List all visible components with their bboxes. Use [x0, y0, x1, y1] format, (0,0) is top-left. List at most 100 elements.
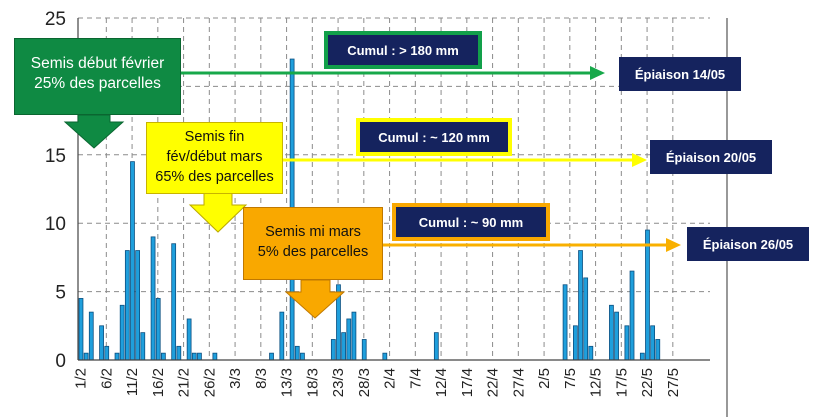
orange-arrow [383, 238, 681, 252]
sowing-late-feb-line-1: Semis fin [184, 129, 245, 145]
x-tick-labels: 1/2 6/2 11/2 16/2 21/2 26/2 3/3 8/3 13/3 18/3 23/3… [73, 368, 682, 397]
x-tick-label: 11/2 [124, 368, 141, 396]
rain-bar [351, 311, 357, 361]
cumul-label-orange: Cumul : ~ 90 mm [418, 214, 524, 230]
x-tick-label: 23/3 [330, 368, 347, 397]
sowing-late-feb-line-3: 65% des parcelles [155, 169, 274, 185]
x-tick-label: 12/4 [433, 368, 450, 397]
yellow-callout-pointer [188, 192, 248, 233]
rain-bar [135, 250, 140, 361]
x-tick-label: 2/4 [382, 368, 399, 389]
sowing-early-feb-box: Semis début février 25% des parcelles [14, 38, 181, 115]
cumul-label-green: Cumul : > 180 mm [347, 42, 459, 58]
rain-bar [88, 311, 94, 361]
yellow-arrow [282, 153, 647, 167]
rain-bar [99, 325, 104, 361]
heading-date-box-1: Épiaison 14/05 [619, 57, 741, 91]
heading-date-label-2: Épiaison 20/05 [665, 149, 757, 165]
rain-bar [655, 339, 661, 361]
rain-bar [650, 325, 656, 361]
rain-bar [150, 236, 156, 361]
sowing-early-feb-line-1: Semis début février [30, 55, 165, 72]
rain-bar [614, 311, 619, 361]
y-tick-label: 25 [45, 9, 66, 30]
rain-bar [155, 298, 161, 361]
rain-bar [573, 325, 578, 361]
x-tick-label: 27/4 [510, 368, 527, 397]
y-tick-label: 5 [55, 283, 66, 304]
rain-bar [330, 339, 336, 361]
x-tick-label: 22/5 [639, 368, 656, 397]
rain-bar [341, 332, 346, 361]
rain-bar [104, 345, 110, 361]
rain-bar [578, 250, 583, 361]
rain-bar [83, 352, 89, 361]
rain-bar [588, 345, 594, 361]
rain-bar [160, 352, 166, 361]
sowing-late-feb-box: Semis fin fév/début mars 65% des parcell… [146, 122, 283, 194]
x-tick-label: 8/3 [253, 368, 270, 389]
cumul-box-orange: Cumul : ~ 90 mm [392, 203, 550, 241]
sowing-mid-mar-box: Semis mi mars 5% des parcelles [243, 207, 383, 280]
rain-bar [624, 325, 630, 361]
rain-bar [176, 345, 182, 361]
y-tick-label: 15 [45, 146, 66, 167]
green-arrow [181, 66, 605, 80]
rain-bar [382, 352, 388, 361]
rain-bar [300, 352, 305, 361]
cumul-box-yellow: Cumul : ~ 120 mm [356, 118, 512, 156]
x-tick-label: 6/2 [98, 368, 115, 389]
x-tick-label: 2/5 [536, 368, 553, 389]
rain-bar [361, 339, 367, 361]
rain-bar [114, 352, 120, 361]
rain-bar [269, 352, 274, 361]
rain-bar [294, 345, 300, 361]
orange-callout-pointer [284, 279, 346, 319]
rain-bar [645, 229, 650, 361]
x-tick-label: 22/4 [485, 368, 502, 397]
x-tick-label: 7/4 [407, 368, 424, 389]
rain-bar [639, 352, 645, 361]
cumul-box-green: Cumul : > 180 mm [324, 31, 482, 69]
y-tick-label: 10 [45, 214, 66, 235]
x-tick-label: 17/4 [459, 368, 476, 397]
rain-bar [119, 304, 125, 361]
rain-bar [171, 243, 177, 361]
heading-date-box-3: Épiaison 26/05 [687, 227, 809, 261]
rain-bar [186, 318, 192, 361]
x-tick-label: 13/3 [279, 368, 296, 397]
rain-bar [124, 250, 130, 361]
rain-bar [433, 332, 439, 361]
rain-bar [629, 270, 635, 361]
rain-bar [583, 277, 589, 361]
x-tick-label: 12/5 [588, 368, 605, 397]
rain-bar [197, 352, 202, 361]
rain-bar [78, 298, 84, 361]
rain-bar [609, 304, 614, 361]
sowing-mid-mar-line-1: Semis mi mars [265, 224, 361, 240]
heading-date-box-2: Épiaison 20/05 [650, 140, 772, 174]
rain-bar [346, 318, 352, 361]
rain-bar [279, 311, 285, 361]
x-tick-label: 7/5 [562, 368, 579, 389]
sowing-mid-mar-line-2: 5% des parcelles [257, 244, 369, 260]
heading-date-label-1: Épiaison 14/05 [634, 66, 726, 82]
x-tick-label: 16/2 [150, 368, 167, 397]
green-callout-pointer [63, 114, 125, 149]
sowing-early-feb-line-2: 25% des parcelles [34, 75, 161, 92]
heading-date-label-3: Épiaison 26/05 [702, 236, 794, 252]
x-tick-label: 3/3 [227, 368, 244, 389]
rain-bar [130, 161, 135, 361]
sowing-late-feb-line-2: fév/début mars [166, 149, 263, 165]
rain-bar [140, 332, 146, 361]
x-tick-label: 17/5 [613, 368, 630, 397]
y-tick-label: 0 [55, 351, 66, 372]
rain-bar [562, 284, 568, 361]
rain-bar [191, 352, 197, 361]
x-tick-label: 18/3 [304, 368, 321, 397]
cumul-label-yellow: Cumul : ~ 120 mm [378, 129, 490, 145]
x-tick-label: 27/5 [665, 368, 682, 397]
x-tick-label: 21/2 [176, 368, 193, 397]
x-tick-label: 28/3 [356, 368, 373, 397]
